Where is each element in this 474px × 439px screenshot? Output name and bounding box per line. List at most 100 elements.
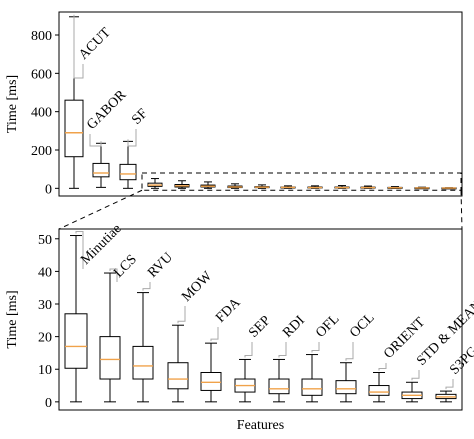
bottom-label-sep: SEP [246,313,274,341]
bottom-label-leader-std-mean [411,370,420,381]
bottom-ylabel: Time [ms] [5,290,20,348]
bottom-label-leader-s3pg [445,379,454,390]
top-panel: 0 200 400 600 800 Time [ms] [5,11,463,197]
bottom-label-leader-ofl [311,342,320,353]
bottom-label-group-lcs: LCS [109,252,140,282]
bottom-iqr-mow [167,362,189,390]
bottom-label-group-fda: FDA [210,295,244,342]
zoom-connector-right [460,190,463,230]
top-ylabel: Time [ms] [5,75,20,133]
bottom-panel: 0 10 20 30 40 50 Time [ms] Features [5,228,463,433]
bottom-ytick-label-20: 20 [38,331,52,346]
bottom-box-std-mean [401,381,423,403]
bottom-plot-frame [58,228,463,411]
bottom-box-orient [368,371,390,403]
bottom-label-leader-ocl [345,342,354,361]
top-box-lcs [174,180,190,189]
top-box-rvu [200,181,216,189]
top-label-group-sf: SF [127,106,151,147]
bottom-label-leader-fda [210,327,219,342]
bottom-label-group-ocl: OCL [345,310,378,361]
top-iqr-gabor [92,162,110,178]
top-iqr-acut [64,99,84,158]
bottom-label-group-mow: MOW [177,268,216,324]
bottom-label-lcs: LCS [111,252,140,281]
bottom-label-leader-lcs [109,268,118,282]
top-label-gabor: GABOR [84,87,130,133]
bottom-iqr-ofl [301,378,323,396]
top-ytick-label-200: 200 [31,144,52,159]
bottom-label-leader-rdi [278,342,287,358]
bottom-label-leader-mow [177,306,186,324]
bottom-label-fda: FDA [213,295,244,326]
top-box-gabor [92,142,110,188]
bottom-label-group-sep: SEP [244,313,274,358]
bottom-box-ofl [301,354,323,403]
bottom-box-minutiae [64,235,88,403]
top-plot-frame [58,11,463,197]
bottom-box-lcs [99,272,121,403]
bottom-ytick-label-0: 0 [45,396,52,411]
bottom-label-leader-minutiae [75,231,84,269]
top-box-sf [119,140,137,189]
top-label-leader-gabor [89,134,102,147]
bottom-label-leader-rvu [142,282,151,291]
bottom-label-ocl: OCL [347,310,377,340]
bottom-iqr-rdi [268,378,290,395]
bottom-label-group-ofl: OFL [311,312,343,353]
bottom-ytick-label-40: 40 [38,265,52,280]
bottom-label-s3pg: S3PG [447,344,474,378]
top-label-leader-acut [73,14,84,79]
top-box-mow [227,183,243,189]
top-label-leader-sf [127,129,137,147]
top-box-minutiae [147,178,163,189]
top-label-sf: SF [129,106,151,128]
bottom-ytick-label-50: 50 [38,233,52,248]
bottom-iqr-minutiae [64,313,88,369]
top-box-orient [387,186,403,189]
bottom-iqr-ocl [335,380,357,395]
bottom-label-ofl: OFL [313,312,342,341]
bottom-box-fda [200,342,222,403]
bottom-iqr-fda [200,371,222,391]
bottom-box-sep [234,358,256,403]
top-box-fda [254,184,270,189]
zoom-region-box [141,172,462,191]
top-box-ofl [334,185,350,189]
bottom-label-leader-orient [378,363,387,371]
top-ytick-label-600: 600 [31,67,52,82]
bottom-ytick-label-30: 30 [38,298,52,313]
bottom-iqr-rvu [132,345,154,380]
bottom-label-group-s3pg: S3PG [445,344,474,390]
top-ytick-label-800: 800 [31,29,52,44]
top-box-s3pg [441,187,457,190]
bottom-label-group-rvu: RVU [142,250,176,291]
top-iqr-sf [119,163,137,181]
zoom-connector-left [58,189,143,230]
bottom-box-mow [167,324,189,403]
bottom-label-minutiae: Minutiae [78,221,124,267]
top-box-ocl [360,185,376,189]
bottom-iqr-orient [368,385,390,396]
bottom-box-rvu [132,292,154,403]
bottom-label-group-rdi: RDI [278,313,308,358]
top-label-group-gabor: GABOR [84,87,130,147]
top-label-group-acut: ACUT [73,14,114,79]
bottom-label-rdi: RDI [280,313,308,341]
top-box-rdi [307,185,323,189]
bottom-label-leader-sep [244,342,253,358]
bottom-label-rvu: RVU [145,250,176,281]
bottom-xlabel: Features [237,418,284,433]
bottom-label-mow: MOW [179,268,215,304]
top-box-sep [280,185,296,189]
top-ytick-label-400: 400 [31,106,52,121]
top-ytick-label-0: 0 [45,182,52,197]
bottom-box-s3pg [435,390,457,403]
top-box-std-mean [414,186,430,190]
top-label-acut: ACUT [76,25,114,63]
bottom-box-rdi [268,358,290,403]
zoom-indicator [58,172,463,230]
bottom-iqr-lcs [99,336,121,380]
bottom-box-ocl [335,362,357,403]
